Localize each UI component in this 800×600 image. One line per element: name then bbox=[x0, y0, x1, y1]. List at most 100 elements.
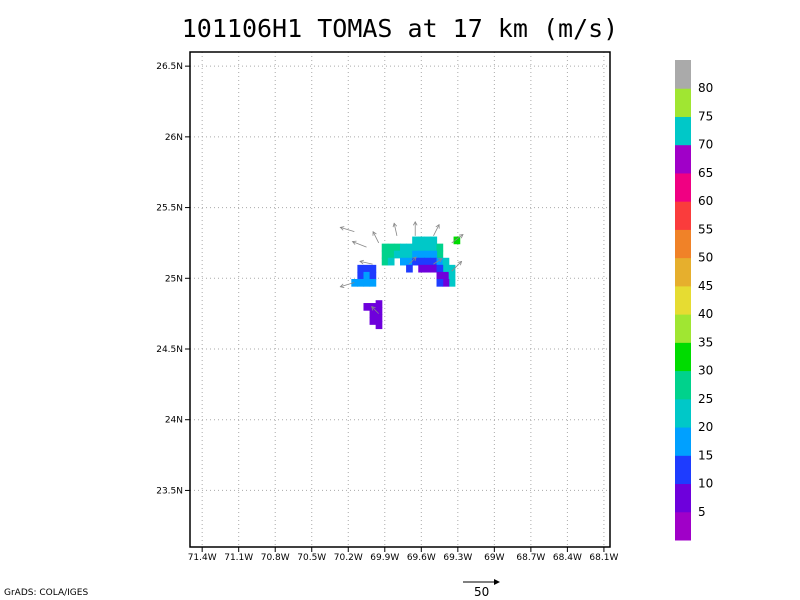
wind-cell bbox=[400, 243, 407, 252]
wind-vector bbox=[371, 306, 379, 314]
vector-reference-label: 50 bbox=[474, 585, 490, 599]
wind-cell bbox=[418, 257, 425, 266]
wind-cell bbox=[400, 250, 407, 259]
y-tick-label: 26N bbox=[165, 133, 183, 143]
wind-cell bbox=[442, 278, 450, 287]
x-tick-label: 69W bbox=[484, 553, 504, 563]
wind-cell bbox=[369, 264, 377, 273]
wind-vector bbox=[392, 222, 398, 236]
colorbar-swatch bbox=[675, 88, 691, 117]
y-tick-label: 24.5N bbox=[156, 345, 183, 355]
wind-cell bbox=[453, 236, 461, 245]
wind-cell bbox=[357, 271, 365, 280]
wind-cell bbox=[418, 243, 425, 252]
wind-cell bbox=[375, 307, 383, 315]
wind-cell bbox=[369, 310, 377, 318]
wind-cell bbox=[363, 303, 371, 311]
wind-cell bbox=[424, 264, 432, 273]
wind-cell bbox=[442, 271, 450, 280]
colorbar-label: 50 bbox=[698, 251, 713, 265]
colorbar-swatch bbox=[675, 455, 691, 485]
colorbar-label: 45 bbox=[698, 279, 713, 293]
wind-vector bbox=[372, 230, 380, 244]
wind-cell bbox=[412, 236, 419, 245]
wind-cell bbox=[430, 257, 438, 266]
wind-cell bbox=[418, 236, 425, 245]
wind-cell bbox=[400, 257, 407, 266]
wind-vector bbox=[433, 223, 440, 237]
wind-cell bbox=[448, 264, 456, 273]
wind-cell bbox=[448, 278, 456, 287]
colorbar-label: 15 bbox=[698, 448, 713, 462]
wind-cell bbox=[406, 264, 413, 273]
wind-cell bbox=[430, 264, 438, 273]
wind-vector bbox=[451, 234, 464, 244]
wind-cell bbox=[387, 243, 395, 252]
grid-lines bbox=[190, 52, 610, 547]
colorbar-swatch bbox=[675, 511, 691, 541]
wind-vector bbox=[339, 226, 355, 232]
colorbar-swatch bbox=[675, 229, 691, 259]
wind-cell bbox=[406, 243, 413, 252]
colorbar-swatch bbox=[675, 116, 691, 146]
colorbar-swatch bbox=[675, 342, 691, 372]
wind-cell bbox=[363, 264, 371, 273]
wind-cell bbox=[424, 250, 432, 259]
colorbar-swatch bbox=[675, 257, 691, 287]
colorbar-swatch bbox=[675, 427, 691, 456]
wind-cell bbox=[369, 278, 377, 287]
colorbar-swatch bbox=[675, 483, 691, 513]
colorbar-label: 20 bbox=[698, 420, 713, 434]
colorbar-label: 65 bbox=[698, 166, 713, 180]
colorbar-label: 5 bbox=[698, 505, 706, 519]
wind-vector bbox=[451, 260, 463, 272]
wind-cell bbox=[375, 314, 383, 323]
wind-cell bbox=[430, 250, 438, 259]
wind-cell bbox=[381, 257, 389, 266]
colorbar-label: 25 bbox=[698, 392, 713, 406]
x-tick-label: 69.9W bbox=[370, 553, 399, 563]
vector-reference-arrow bbox=[463, 579, 500, 585]
y-tick-label: 24N bbox=[165, 416, 183, 426]
colorbar-swatch bbox=[675, 314, 691, 343]
colorbar-swatch bbox=[675, 144, 691, 174]
wind-cell bbox=[412, 257, 419, 266]
wind-cell bbox=[436, 243, 444, 252]
y-tick-label: 25.5N bbox=[156, 204, 183, 214]
wind-vector bbox=[351, 240, 367, 248]
wind-cell bbox=[418, 250, 425, 259]
wind-vector bbox=[412, 221, 418, 236]
wind-cell bbox=[436, 250, 444, 259]
x-tick-label: 70.5W bbox=[297, 553, 326, 563]
wind-cell bbox=[387, 257, 395, 266]
wind-cell bbox=[381, 250, 389, 259]
wind-cell bbox=[442, 257, 450, 266]
wind-vector bbox=[359, 259, 373, 265]
colorbar-label: 30 bbox=[698, 364, 713, 378]
plot-frame bbox=[189, 51, 611, 548]
colorbar-label: 40 bbox=[698, 307, 713, 321]
wind-vector bbox=[339, 282, 355, 288]
colorbar-label: 60 bbox=[698, 194, 713, 208]
wind-cell bbox=[406, 257, 413, 266]
colorbar: 5 10 15 20 25 30 35 40 45 50 55 60 65 70 75 80 bbox=[675, 60, 713, 541]
wind-cell bbox=[430, 236, 438, 245]
wind-cell bbox=[357, 278, 365, 287]
x-tick-label: 68.1W bbox=[589, 553, 618, 563]
colorbar-swatch bbox=[675, 370, 691, 400]
y-tick-label: 25N bbox=[165, 274, 183, 284]
x-axis-ticks: 71.4W 71.1W 70.8W 70.5W 70.2W 69.9W 69.6W 69.3W… bbox=[188, 547, 618, 563]
colorbar-swatch bbox=[675, 60, 691, 89]
colorbar-swatch bbox=[675, 172, 691, 202]
wind-cell bbox=[363, 278, 371, 287]
wind-vector bbox=[408, 256, 417, 265]
wind-cell bbox=[424, 257, 432, 266]
wind-cell bbox=[406, 250, 413, 259]
wind-cell bbox=[436, 278, 444, 287]
colorbar-label: 35 bbox=[698, 335, 713, 349]
wind-cell bbox=[357, 264, 365, 273]
colorbar-swatch bbox=[675, 285, 691, 315]
x-tick-label: 69.3W bbox=[443, 553, 472, 563]
x-tick-label: 70.2W bbox=[334, 553, 363, 563]
